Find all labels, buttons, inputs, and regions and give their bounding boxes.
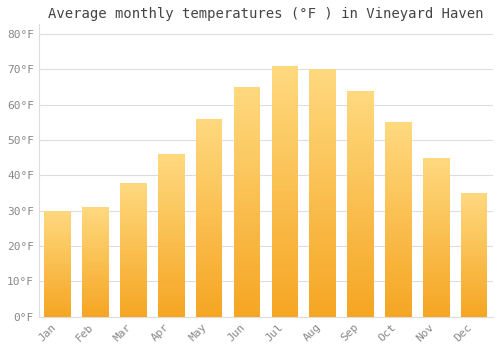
Title: Average monthly temperatures (°F ) in Vineyard Haven: Average monthly temperatures (°F ) in Vi… — [48, 7, 484, 21]
